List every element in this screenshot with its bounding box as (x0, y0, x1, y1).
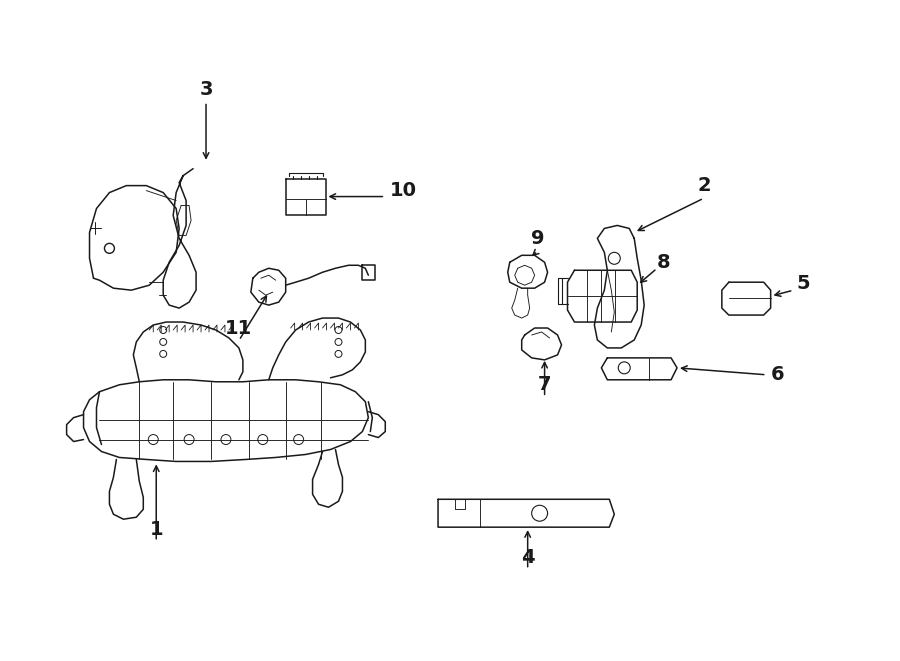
Text: 4: 4 (521, 547, 535, 566)
Text: 1: 1 (149, 520, 163, 539)
Text: 6: 6 (770, 366, 784, 384)
Text: 10: 10 (391, 181, 418, 200)
Text: 2: 2 (698, 176, 711, 195)
Text: 5: 5 (796, 274, 810, 293)
Text: 9: 9 (531, 229, 544, 248)
Text: 11: 11 (225, 319, 253, 338)
Text: 8: 8 (657, 253, 670, 272)
Text: 7: 7 (538, 375, 552, 394)
Text: 3: 3 (199, 79, 212, 98)
